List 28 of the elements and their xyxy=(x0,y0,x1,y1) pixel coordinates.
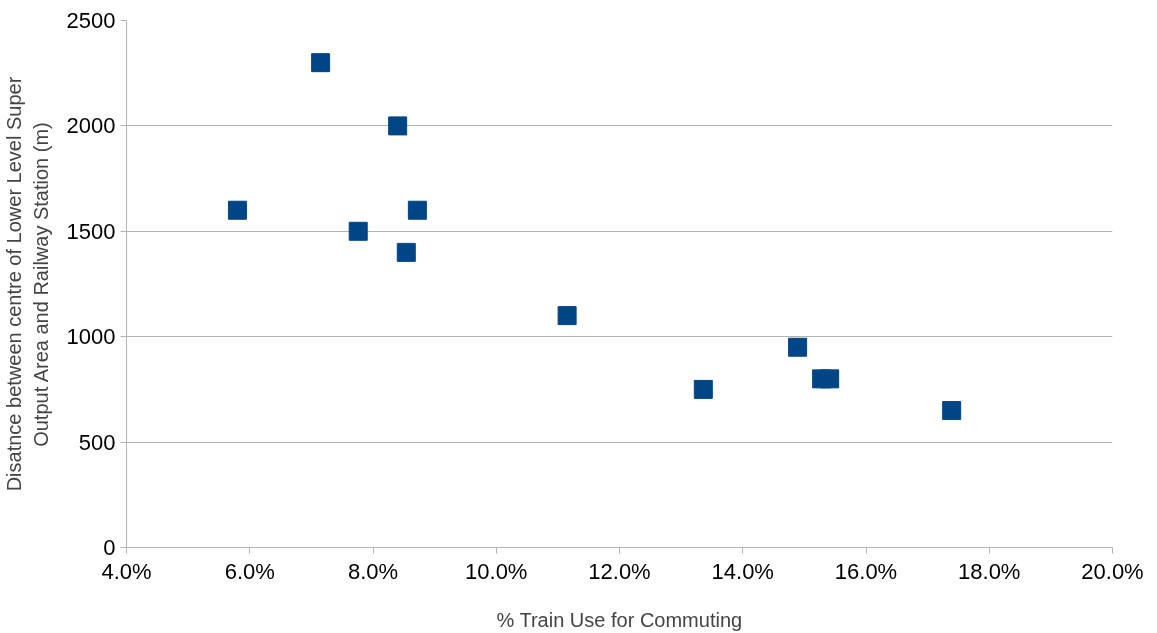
y-tick-label: 2000 xyxy=(66,113,116,139)
x-tick-label: 20.0% xyxy=(1081,558,1144,584)
y-tick-label: 1500 xyxy=(66,218,116,244)
point xyxy=(942,400,962,420)
y-tick-label: 2500 xyxy=(66,8,116,33)
y-tick-label: 500 xyxy=(78,429,116,455)
x-tick-label: 12.0% xyxy=(588,558,651,584)
x-tick-label: 6.0% xyxy=(224,558,275,584)
point xyxy=(396,242,416,262)
x-tick-label: 8.0% xyxy=(347,558,399,584)
point xyxy=(693,379,713,399)
point xyxy=(820,369,840,389)
point xyxy=(348,221,368,241)
point xyxy=(227,200,247,220)
point xyxy=(557,306,577,326)
y-axis-title: Disatnce between centre of Lower Level Super Output Area and Railway Station (m) xyxy=(3,76,52,492)
y-tick-label: 0 xyxy=(103,535,116,560)
x-axis-title: % Train Use for Commuting xyxy=(496,608,743,631)
x-tick-label: 4.0% xyxy=(101,558,152,584)
x-tick-label: 16.0% xyxy=(834,558,898,584)
x-tick-label: 14.0% xyxy=(711,558,774,584)
point xyxy=(788,337,808,357)
point xyxy=(311,53,331,73)
x-tick-label: 10.0% xyxy=(465,558,528,584)
point xyxy=(388,116,408,136)
x-tick-label: 18.0% xyxy=(958,558,1021,584)
y-tick-label: 1000 xyxy=(66,324,116,350)
point xyxy=(407,200,427,220)
